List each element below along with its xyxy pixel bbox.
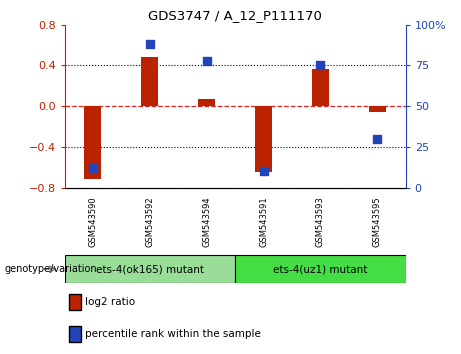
Text: ets-4(ok165) mutant: ets-4(ok165) mutant [96, 264, 204, 274]
Bar [255, 106, 272, 172]
Text: GSM543590: GSM543590 [89, 196, 97, 247]
Bar [198, 99, 215, 106]
Text: GSM543593: GSM543593 [316, 196, 325, 247]
Point [89, 165, 97, 171]
Text: percentile rank within the sample: percentile rank within the sample [85, 329, 261, 339]
Text: genotype/variation: genotype/variation [5, 264, 97, 274]
Bar [369, 106, 386, 112]
Point [260, 169, 267, 174]
Text: log2 ratio: log2 ratio [85, 297, 136, 307]
Bar [235, 256, 406, 282]
Text: GSM543595: GSM543595 [373, 196, 382, 247]
Text: GSM543592: GSM543592 [145, 196, 154, 247]
Text: GSM543594: GSM543594 [202, 196, 211, 247]
Bar [312, 69, 329, 106]
Bar [84, 106, 101, 179]
Bar [65, 256, 235, 282]
Bar [142, 57, 159, 106]
Point [373, 136, 381, 142]
Title: GDS3747 / A_12_P111170: GDS3747 / A_12_P111170 [148, 9, 322, 22]
Point [203, 58, 210, 63]
Point [317, 63, 324, 68]
Text: GSM543591: GSM543591 [259, 196, 268, 247]
Text: ets-4(uz1) mutant: ets-4(uz1) mutant [273, 264, 367, 274]
Point [146, 41, 154, 47]
